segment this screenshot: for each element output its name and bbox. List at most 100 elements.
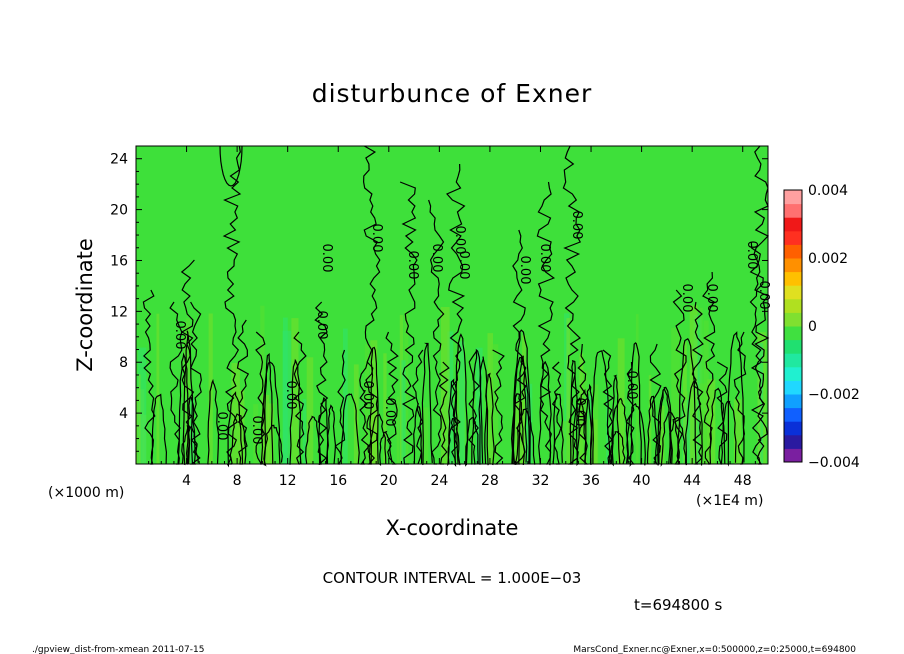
x-scale-note: (×1000 m) xyxy=(48,485,124,501)
colorbar-swatch xyxy=(784,366,802,381)
anomaly-band xyxy=(306,357,314,464)
colorbar-swatch xyxy=(784,353,802,368)
colorbar-swatch xyxy=(784,407,802,422)
footer-right: MarsCond_Exner.nc@Exner,x=0:500000,z=0:2… xyxy=(573,645,856,654)
colorbar-swatch xyxy=(784,394,802,409)
contour-loop xyxy=(340,393,360,465)
anomaly-band xyxy=(733,399,742,464)
contour-loop xyxy=(185,396,196,465)
x-tick-label: 28 xyxy=(481,473,499,489)
anomaly-band xyxy=(617,338,625,464)
colorbar-swatch xyxy=(784,339,802,354)
colorbar-swatch xyxy=(784,217,802,232)
contour-label: 0.00 xyxy=(704,284,719,313)
colorbar: 0.004 0.002 0 −0.002 −0.004 xyxy=(783,183,860,471)
contour-line xyxy=(255,331,266,465)
contour-loop xyxy=(658,386,673,465)
anomaly-band xyxy=(401,360,406,464)
contour-loop xyxy=(538,360,552,466)
anomaly-band xyxy=(267,403,274,464)
anomaly-band xyxy=(459,341,465,464)
anomaly-band xyxy=(396,396,400,464)
x-unit-note: (×1E4 m) xyxy=(696,493,763,509)
contour-loop xyxy=(226,391,244,468)
contour-label: 0.00 xyxy=(624,371,639,400)
anomaly-band xyxy=(262,394,270,464)
contour-loop xyxy=(229,413,247,465)
x-tick-label: 24 xyxy=(430,473,448,489)
y-tick-label: 24 xyxy=(110,152,128,168)
contour-line xyxy=(733,331,747,465)
contour-label: 0.00 xyxy=(572,398,587,427)
contour-loop xyxy=(413,402,423,465)
anomaly-band xyxy=(579,353,584,464)
y-axis: 4 8 12 16 20 24 xyxy=(110,152,768,452)
y-tick-label: 16 xyxy=(110,253,128,269)
y-tick-label: 4 xyxy=(119,406,128,422)
anomaly-band xyxy=(156,313,160,464)
colorbar-swatch xyxy=(784,230,802,245)
contour-loop xyxy=(369,346,379,465)
contour-loop xyxy=(207,378,220,465)
anomaly-band xyxy=(137,347,147,464)
anomaly-band xyxy=(239,390,245,464)
contour-loop xyxy=(685,380,703,466)
contour-line xyxy=(551,361,562,465)
contour-label: 0.00 xyxy=(429,244,444,273)
contour-line xyxy=(702,271,716,465)
contour-loop xyxy=(572,397,587,465)
contour-line xyxy=(649,343,662,465)
anomaly-band xyxy=(758,374,761,464)
contour-loop xyxy=(447,378,459,467)
anomaly-band xyxy=(291,318,299,464)
colorbar-swatch xyxy=(784,203,802,218)
contour-loop xyxy=(589,350,611,465)
x-tick-label: 32 xyxy=(532,473,550,489)
contour-loop xyxy=(629,342,642,467)
contour-loop xyxy=(484,372,495,466)
colorbar-swatch xyxy=(784,421,802,436)
contour-loop xyxy=(625,403,646,466)
contour-loop xyxy=(453,333,469,467)
contour-label: 0.00 xyxy=(537,244,552,273)
contour-loop xyxy=(465,416,479,467)
anomaly-band xyxy=(383,353,387,464)
contour-line xyxy=(189,301,202,465)
contour-line xyxy=(362,145,381,465)
contour-loop xyxy=(609,431,626,465)
anomaly-band xyxy=(635,314,639,464)
contour-line xyxy=(672,289,687,465)
contour-label: 0.00 xyxy=(283,381,298,410)
anomaly-band xyxy=(370,409,379,464)
x-tick-label: 48 xyxy=(734,473,752,489)
contour-loop xyxy=(318,397,329,466)
colorbar-tick-label: 0.002 xyxy=(808,251,848,267)
contour-line xyxy=(536,181,556,465)
anomaly-band xyxy=(253,404,259,464)
x-tick-label: 4 xyxy=(182,473,191,489)
anomaly-band xyxy=(370,340,378,464)
y-tick-label: 20 xyxy=(110,203,128,219)
x-tick-label: 16 xyxy=(329,473,347,489)
contour-line xyxy=(749,241,765,465)
contour-label: 0.00 xyxy=(214,412,229,441)
colorbar-swatch xyxy=(784,312,802,327)
contour-loop xyxy=(512,329,531,465)
x-tick-label: 40 xyxy=(633,473,651,489)
contour-labels: 0.00 0.00 0.00 0.00 0.00 0.00 0.00 0.00 0.00 0.00… xyxy=(172,211,771,445)
contour-line xyxy=(438,361,450,465)
colorbar-swatch xyxy=(784,258,802,273)
y-tick-label: 12 xyxy=(110,304,128,320)
contour-loop xyxy=(576,388,593,466)
contour-loop xyxy=(478,356,489,466)
contour-loop xyxy=(182,330,194,466)
contour-label: 0.00 xyxy=(569,211,584,240)
colorbar-swatch xyxy=(784,326,802,341)
colorbar-swatch xyxy=(784,190,802,205)
contour-line xyxy=(359,361,371,465)
anomaly-band xyxy=(682,341,687,464)
contour-loop xyxy=(471,348,484,465)
y-tick-label: 8 xyxy=(119,355,128,371)
contour-line xyxy=(314,301,329,465)
